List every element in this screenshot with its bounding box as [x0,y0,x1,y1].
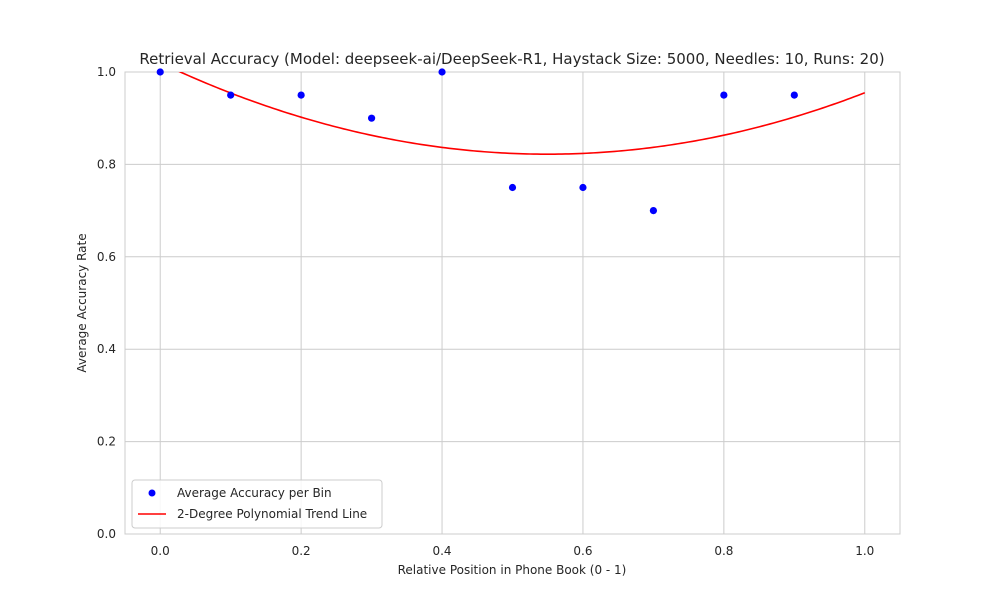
data-point [579,183,587,192]
legend-scatter-marker [148,489,156,497]
y-tick-label: 0.2 [97,435,116,449]
y-tick-label: 1.0 [97,65,116,79]
points-group [156,68,798,215]
y-tick-label: 0.8 [97,157,116,171]
chart-title: Retrieval Accuracy (Model: deepseek-ai/D… [139,50,884,68]
data-point [367,114,376,122]
x-tick-label: 0.0 [151,544,170,558]
y-tick-label: 0.6 [97,250,116,264]
y-tick-labels: 0.0 0.2 0.4 0.6 0.8 1.0 [97,65,116,541]
data-point [227,91,235,99]
data-point [508,183,517,192]
x-tick-label: 0.8 [714,544,733,558]
x-tick-label: 0.4 [432,544,451,558]
data-point [790,91,798,99]
legend-box [131,479,383,529]
data-point [720,91,728,99]
x-axis-label: Relative Position in Phone Book (0 - 1) [398,563,627,577]
legend-trend-label: 2-Degree Polynomial Trend Line [177,507,367,521]
plot-area [124,71,901,535]
legend-scatter-label: Average Accuracy per Bin [177,486,332,500]
y-tick-label: 0.0 [97,527,116,541]
x-tick-label: 0.2 [292,544,311,558]
trend-line-group [178,72,866,155]
grid [125,71,900,535]
x-tick-labels: 0.0 0.2 0.4 0.6 0.8 1.0 [151,544,875,558]
x-tick-label: 0.6 [573,544,592,558]
trend-line [178,72,866,155]
x-tick-label: 1.0 [855,544,874,558]
legend: Average Accuracy per Bin 2-Degree Polyno… [131,479,383,529]
y-tick-label: 0.4 [97,342,116,356]
y-axis-label: Average Accuracy Rate [75,233,89,372]
data-point [649,207,658,215]
data-point [297,91,305,99]
data-point [156,68,164,76]
data-point [438,68,446,76]
